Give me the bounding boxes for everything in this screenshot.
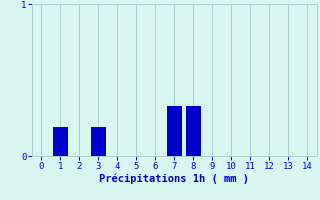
X-axis label: Précipitations 1h ( mm ): Précipitations 1h ( mm ): [100, 173, 249, 184]
Bar: [53, 127, 68, 156]
Bar: [167, 106, 181, 156]
Bar: [186, 106, 201, 156]
Bar: [91, 127, 106, 156]
